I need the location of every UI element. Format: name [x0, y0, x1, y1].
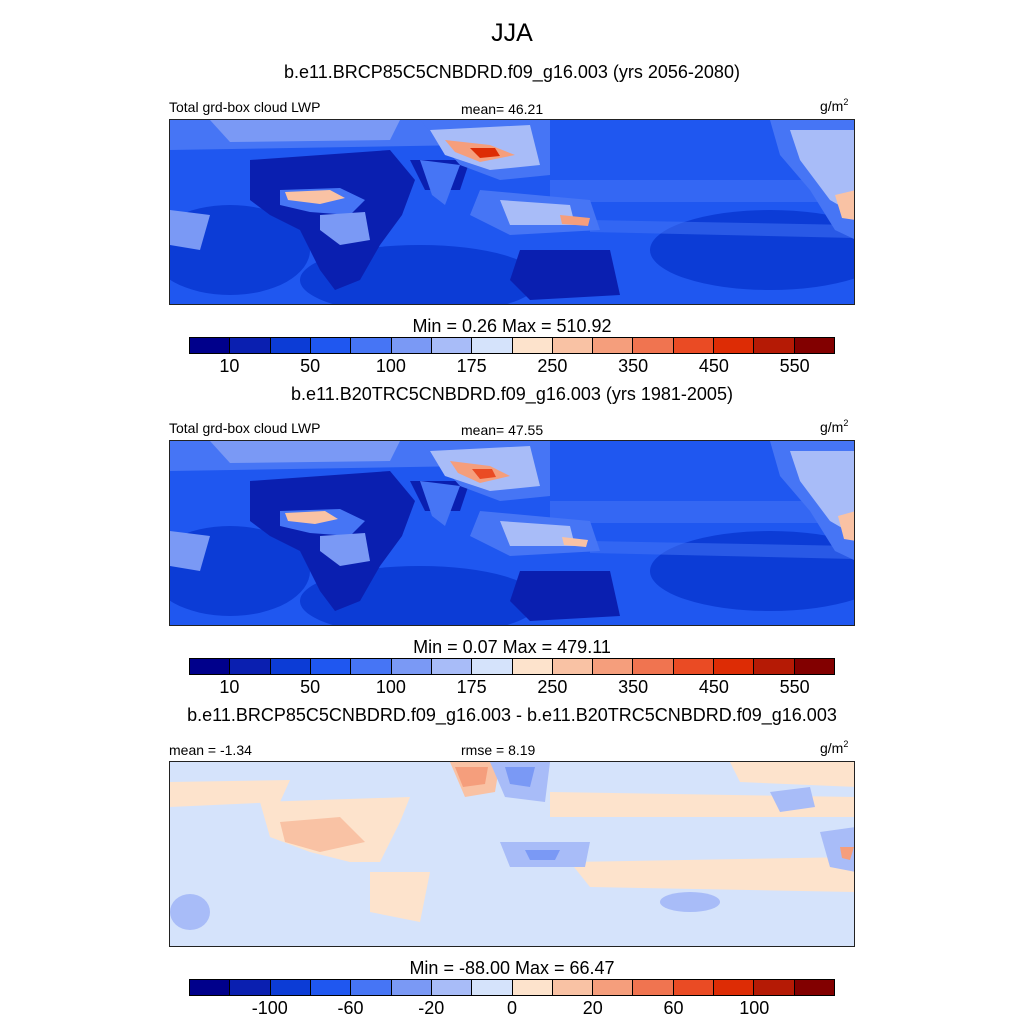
colorbar-tick-label: 50	[300, 677, 321, 697]
colorbar-tick-label: 175	[456, 677, 487, 697]
colorbar-tick-label: -20	[418, 998, 445, 1018]
panel-1-minmax: Min = 0.26 Max = 510.92	[412, 316, 612, 336]
colorbar-swatch	[472, 980, 513, 995]
panel-1-units: g/m2	[820, 97, 849, 115]
panel-2-colorbar-ticks: 10 50 100 175 250 350 450 550	[0, 677, 1024, 701]
colorbar-swatch	[754, 980, 795, 995]
colorbar-tick-label: 350	[618, 356, 649, 376]
colorbar-swatch	[190, 659, 231, 674]
panel-2-map	[169, 440, 855, 626]
colorbar-swatch	[431, 980, 473, 995]
colorbar-swatch	[310, 659, 352, 674]
colorbar-swatch	[230, 980, 271, 995]
colorbar-swatch	[230, 338, 271, 353]
colorbar-swatch	[351, 980, 392, 995]
colorbar-tick-label: 100	[375, 356, 406, 376]
colorbar-tick-label: 450	[698, 356, 729, 376]
colorbar-swatch	[472, 338, 513, 353]
colorbar-swatch	[794, 338, 834, 353]
colorbar-swatch	[512, 980, 553, 995]
colorbar-swatch	[190, 980, 231, 995]
panel-2-minmax: Min = 0.07 Max = 479.11	[413, 637, 611, 657]
panel-2-variable-label: Total grd-box cloud LWP	[169, 420, 321, 436]
panel-1-variable-label: Total grd-box cloud LWP	[169, 99, 321, 115]
colorbar-swatch	[431, 659, 473, 674]
panel-2-units: g/m2	[820, 418, 849, 436]
panel-3-minmax: Min = -88.00 Max = 66.47	[409, 958, 615, 978]
colorbar-swatch	[431, 338, 473, 353]
colorbar-swatch	[391, 659, 432, 674]
panel-3-mean-label: mean = -1.34	[169, 742, 252, 758]
colorbar-swatch	[673, 659, 715, 674]
colorbar-swatch	[673, 980, 715, 995]
colorbar-tick-label: 10	[219, 356, 240, 376]
colorbar-tick-label: 350	[618, 677, 649, 697]
colorbar-swatch	[714, 980, 755, 995]
panel-1-colorbar	[189, 337, 835, 354]
figure-title: JJA	[491, 19, 533, 47]
panel-1-mean-label: mean= 46.21	[461, 101, 544, 117]
colorbar-swatch	[633, 659, 674, 674]
colorbar-swatch	[270, 980, 311, 995]
colorbar-tick-label: 550	[779, 356, 810, 376]
colorbar-swatch	[230, 659, 271, 674]
colorbar-swatch	[512, 338, 553, 353]
colorbar-tick-label: 10	[219, 677, 240, 697]
colorbar-tick-label: 250	[537, 677, 568, 697]
colorbar-tick-label: 100	[375, 677, 406, 697]
colorbar-swatch	[673, 338, 715, 353]
colorbar-swatch	[633, 980, 674, 995]
panel-3-map	[169, 761, 855, 947]
panel-3-rmse-label: rmse = 8.19	[461, 742, 536, 758]
colorbar-tick-label: 0	[506, 998, 518, 1018]
colorbar-tick-label: -60	[337, 998, 364, 1018]
colorbar-tick-label: 60	[663, 998, 684, 1018]
colorbar-swatch	[794, 980, 834, 995]
colorbar-swatch	[351, 659, 392, 674]
colorbar-swatch	[552, 659, 594, 674]
colorbar-swatch	[190, 338, 231, 353]
colorbar-swatch	[391, 338, 432, 353]
colorbar-tick-label: 450	[698, 677, 729, 697]
colorbar-tick-label: 250	[537, 356, 568, 376]
colorbar-tick-label: 100	[739, 998, 770, 1018]
colorbar-swatch	[794, 659, 834, 674]
colorbar-tick-label: 50	[300, 356, 321, 376]
colorbar-swatch	[351, 338, 392, 353]
colorbar-swatch	[633, 338, 674, 353]
colorbar-tick-label: -100	[251, 998, 288, 1018]
colorbar-swatch	[593, 659, 634, 674]
panel-3-colorbar-ticks: -100 -60 -20 0 20 60 100	[0, 998, 1024, 1022]
colorbar-swatch	[754, 659, 795, 674]
panel-1-case-title: b.e11.BRCP85C5CNBDRD.f09_g16.003 (yrs 20…	[284, 62, 740, 82]
colorbar-swatch	[310, 980, 352, 995]
colorbar-swatch	[754, 338, 795, 353]
colorbar-swatch	[270, 659, 311, 674]
colorbar-swatch	[552, 980, 594, 995]
colorbar-tick-label: 20	[582, 998, 603, 1018]
panel-2-colorbar	[189, 658, 835, 675]
colorbar-swatch	[512, 659, 553, 674]
panel-2-case-title: b.e11.B20TRC5CNBDRD.f09_g16.003 (yrs 198…	[291, 384, 733, 404]
colorbar-swatch	[472, 659, 513, 674]
colorbar-swatch	[714, 659, 755, 674]
panel-3-colorbar	[189, 979, 835, 996]
colorbar-swatch	[310, 338, 352, 353]
panel-2-mean-label: mean= 47.55	[461, 422, 544, 438]
panel-1-map	[169, 119, 855, 305]
colorbar-swatch	[593, 338, 634, 353]
colorbar-swatch	[270, 338, 311, 353]
colorbar-swatch	[714, 338, 755, 353]
colorbar-tick-label: 550	[779, 677, 810, 697]
colorbar-swatch	[391, 980, 432, 995]
panel-3-case-title: b.e11.BRCP85C5CNBDRD.f09_g16.003 - b.e11…	[187, 705, 837, 725]
colorbar-tick-label: 175	[456, 356, 487, 376]
panel-3-units: g/m2	[820, 739, 849, 757]
colorbar-swatch	[593, 980, 634, 995]
panel-1-colorbar-ticks: 10 50 100 175 250 350 450 550	[0, 356, 1024, 380]
colorbar-swatch	[552, 338, 594, 353]
